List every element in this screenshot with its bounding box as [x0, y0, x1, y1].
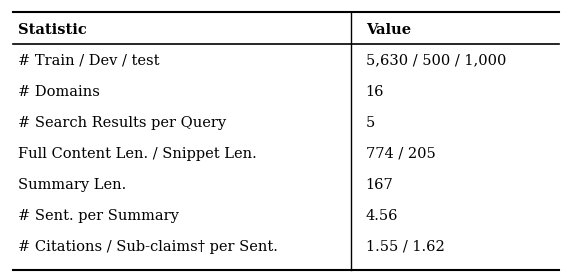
Text: 16: 16: [366, 85, 384, 99]
Text: 5: 5: [366, 116, 375, 130]
Text: 5,630 / 500 / 1,000: 5,630 / 500 / 1,000: [366, 54, 506, 68]
Text: Statistic: Statistic: [18, 23, 87, 37]
Text: # Domains: # Domains: [18, 85, 100, 99]
Text: 4.56: 4.56: [366, 209, 398, 223]
Text: Full Content Len. / Snippet Len.: Full Content Len. / Snippet Len.: [18, 147, 257, 161]
Text: # Train / Dev / test: # Train / Dev / test: [18, 54, 160, 68]
Text: # Search Results per Query: # Search Results per Query: [18, 116, 227, 130]
Text: 1.55 / 1.62: 1.55 / 1.62: [366, 240, 444, 254]
Text: 167: 167: [366, 178, 394, 192]
Text: Value: Value: [366, 23, 411, 37]
Text: # Citations / Sub-claims† per Sent.: # Citations / Sub-claims† per Sent.: [18, 240, 279, 254]
Text: Summary Len.: Summary Len.: [18, 178, 127, 192]
Text: 774 / 205: 774 / 205: [366, 147, 435, 161]
Text: # Sent. per Summary: # Sent. per Summary: [18, 209, 180, 223]
